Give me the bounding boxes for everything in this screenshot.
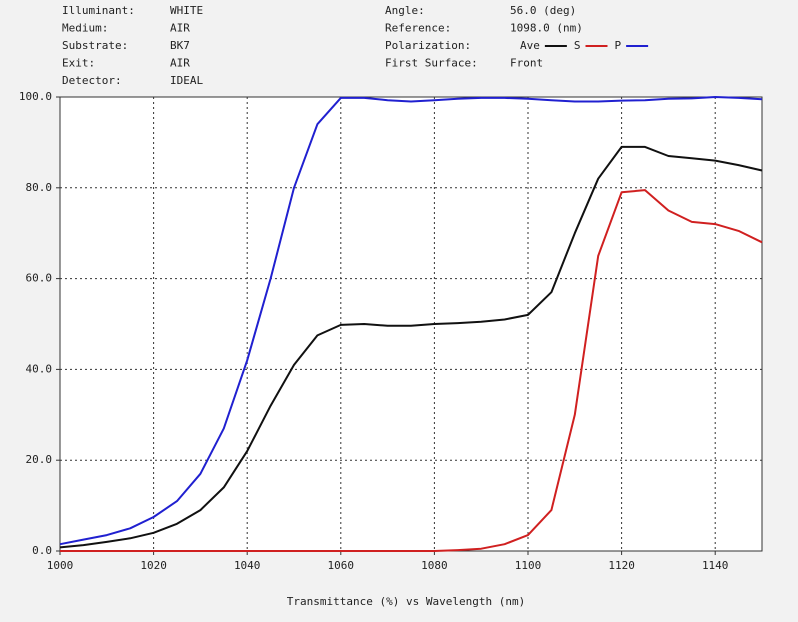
info-label: Substrate:: [62, 39, 128, 52]
y-tick-label: 60.0: [26, 272, 53, 285]
info-label: Exit:: [62, 57, 95, 70]
info-value: BK7: [170, 39, 190, 52]
x-tick-label: 1020: [140, 559, 167, 572]
x-tick-label: 1040: [234, 559, 261, 572]
info-value: 1098.0 (nm): [510, 22, 583, 35]
series-line: [60, 189, 763, 552]
y-tick-label: 100.0: [19, 90, 52, 103]
x-tick-label: 1140: [702, 559, 729, 572]
info-label: Polarization:: [385, 39, 471, 52]
x-tick-label: 1060: [328, 559, 355, 572]
series-line: [59, 96, 763, 546]
legend-label: P: [615, 39, 622, 52]
info-value: AIR: [170, 57, 190, 70]
info-label: Medium:: [62, 22, 108, 35]
legend-label: S: [574, 39, 581, 52]
y-tick-label: 0.0: [32, 544, 52, 557]
info-value: Front: [510, 57, 543, 70]
y-tick-label: 80.0: [26, 181, 53, 194]
x-axis-label: Transmittance (%) vs Wavelength (nm): [287, 595, 525, 608]
info-label: Angle:: [385, 4, 425, 17]
info-value: IDEAL: [170, 74, 203, 87]
y-tick-label: 40.0: [26, 362, 53, 375]
info-value: WHITE: [170, 4, 203, 17]
legend-label: Ave: [520, 39, 540, 52]
info-label: First Surface:: [385, 57, 478, 70]
x-tick-label: 1000: [47, 559, 74, 572]
y-tick-label: 20.0: [26, 453, 53, 466]
x-tick-label: 1100: [515, 559, 542, 572]
info-value: AIR: [170, 22, 190, 35]
series-line: [59, 145, 763, 549]
info-value: 56.0 (deg): [510, 4, 576, 17]
info-label: Detector:: [62, 74, 122, 87]
x-tick-label: 1120: [608, 559, 635, 572]
x-tick-label: 1080: [421, 559, 448, 572]
info-label: Reference:: [385, 22, 451, 35]
info-label: Illuminant:: [62, 4, 135, 17]
plot-area: [59, 96, 763, 552]
